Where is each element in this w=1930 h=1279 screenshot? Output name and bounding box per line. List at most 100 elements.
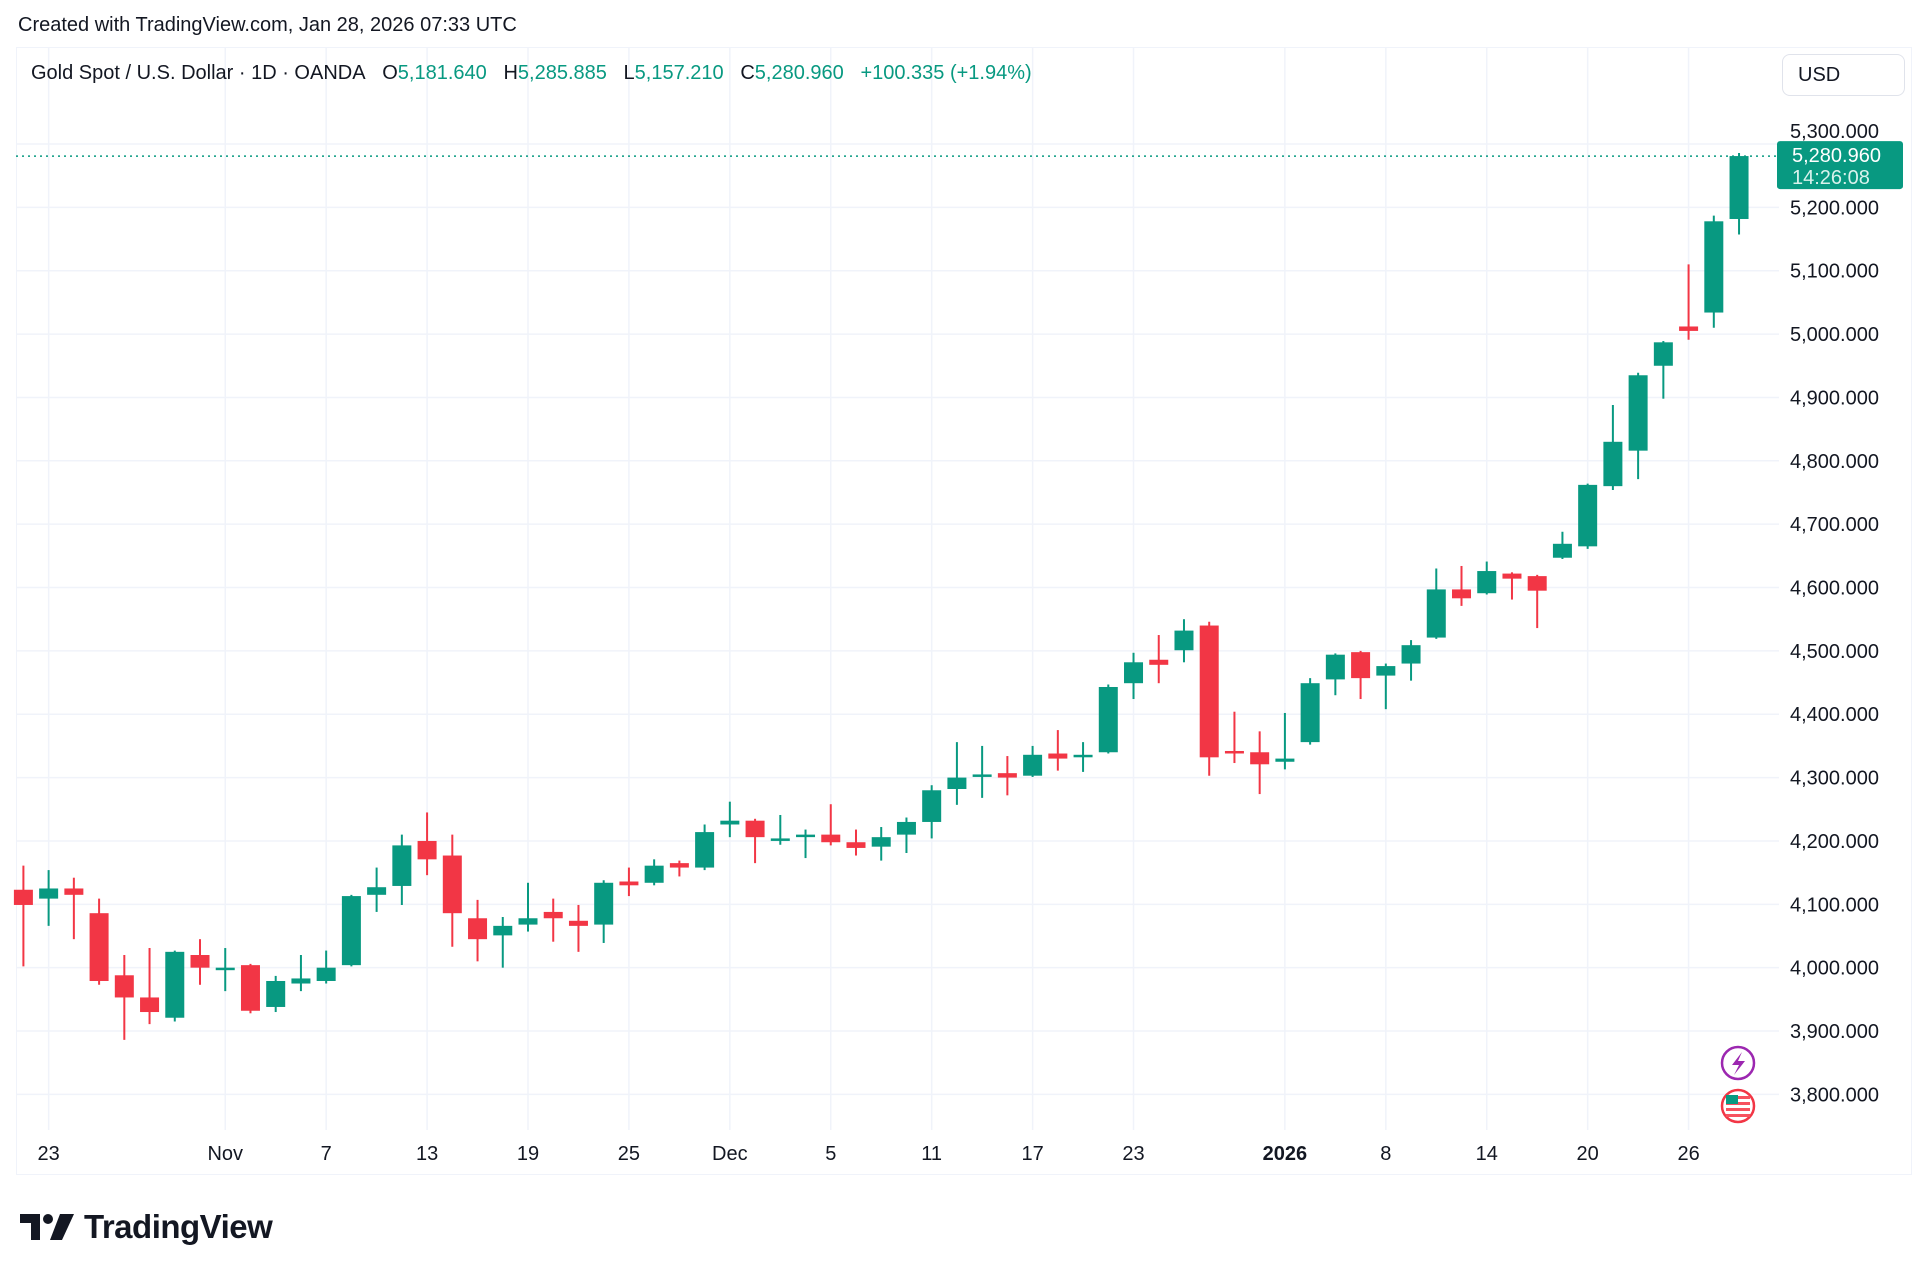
candle-body (594, 882, 614, 925)
grid (16, 48, 1779, 1130)
candle-body (947, 777, 967, 790)
candle (1250, 731, 1270, 795)
tradingview-logo[interactable]: TradingView (20, 1208, 273, 1246)
candle-body (140, 997, 160, 1013)
high-value: 5,285.885 (517, 62, 607, 84)
candle (1275, 712, 1295, 770)
candle (493, 916, 513, 968)
candle-body (367, 887, 387, 895)
price-tick-label: 5,200.000 (1790, 197, 1879, 219)
candle (1023, 745, 1043, 777)
price-tick-label: 5,100.000 (1790, 261, 1879, 283)
candle-body (619, 881, 639, 886)
time-tick-label: 19 (517, 1143, 539, 1165)
candle-body (896, 821, 916, 835)
candle (291, 955, 311, 992)
candle (367, 867, 387, 912)
candle (1048, 730, 1068, 771)
time-tick-label: 5 (825, 1143, 836, 1165)
candle (140, 948, 160, 1025)
time-tick-label: Nov (207, 1143, 243, 1165)
candle-body (64, 888, 84, 895)
price-tick-label: 4,600.000 (1790, 578, 1879, 600)
candle-body (1527, 576, 1547, 591)
candle (165, 950, 185, 1022)
bar-countdown: 14:26:08 (1792, 167, 1870, 189)
price-tick-label: 4,100.000 (1790, 894, 1879, 916)
time-tick-label: 8 (1380, 1143, 1391, 1165)
candle (13, 865, 33, 967)
candle-body (165, 951, 185, 1018)
candle-body (644, 865, 664, 883)
candle-body (1679, 326, 1699, 331)
flag-stripe (1726, 1108, 1750, 1111)
candle-body (468, 918, 488, 940)
chart-frame (16, 47, 1912, 1175)
time-tick-label: 23 (38, 1143, 60, 1165)
candle (1073, 742, 1093, 772)
candle-body (1098, 686, 1118, 753)
price-tick-label: 4,300.000 (1790, 768, 1879, 790)
created-with-watermark: Created with TradingView.com, Jan 28, 20… (18, 14, 517, 36)
candle-body (1653, 342, 1673, 366)
candle-body (266, 980, 286, 1007)
candle-body (1729, 156, 1749, 219)
candle (1502, 572, 1522, 600)
close-value: 5,280.960 (754, 62, 844, 84)
candle-body (972, 774, 992, 777)
low-value: 5,157.210 (634, 62, 724, 84)
currency-button[interactable]: USD (1782, 54, 1905, 96)
candle (770, 814, 790, 845)
price-tick-label: 5,300.000 (1790, 121, 1879, 143)
candle-body (1578, 484, 1598, 547)
candle (1224, 711, 1244, 764)
candle-body (1023, 754, 1043, 776)
time-tick-label: 11 (921, 1143, 942, 1165)
candle-body (392, 845, 412, 886)
candle (972, 745, 992, 798)
flag-icon-circle (1720, 1088, 1756, 1124)
us-flag-icon[interactable] (1720, 1088, 1756, 1124)
time-tick-label: 17 (1021, 1143, 1043, 1165)
candle-body (518, 918, 538, 925)
candle (1174, 619, 1194, 663)
candle-body (341, 896, 361, 966)
candle (240, 963, 260, 1014)
candle-body (39, 888, 59, 899)
candle (1325, 653, 1345, 696)
candle (1477, 561, 1497, 595)
price-tick-label: 3,900.000 (1790, 1021, 1879, 1043)
time-tick-label: 23 (1122, 1143, 1144, 1165)
time-tick-label: 14 (1476, 1143, 1498, 1165)
time-tick-label: 7 (321, 1143, 332, 1165)
candle-body (291, 978, 311, 984)
candle (821, 804, 841, 846)
candle (871, 827, 891, 861)
candle-body (442, 855, 462, 914)
lightning-icon-bolt (1732, 1052, 1745, 1075)
change-value: +100.335 (+1.94%) (860, 62, 1032, 84)
candle-body (846, 842, 866, 848)
flag-canton (1726, 1095, 1738, 1104)
candle-body (997, 773, 1017, 778)
time-tick-label: 25 (618, 1143, 640, 1165)
candle (947, 742, 967, 805)
price-tick-label: 4,200.000 (1790, 831, 1879, 853)
candle-body (1124, 662, 1144, 684)
candle (89, 898, 109, 985)
lightning-icon[interactable] (1720, 1045, 1756, 1081)
candle (1578, 483, 1598, 549)
candle-body (1325, 654, 1345, 680)
candle (316, 950, 336, 984)
candle (215, 948, 235, 992)
candle (1376, 663, 1396, 710)
candle-body (1477, 571, 1497, 594)
candle-body (417, 840, 437, 860)
high-label: H (503, 62, 518, 84)
candle (543, 898, 563, 942)
price-axis: 3,800.000 3,900.000 4,000.000 4,100.000 4,20… (1790, 121, 1879, 1106)
candle-body (1275, 758, 1295, 762)
candle (266, 975, 286, 1013)
candle-body (1628, 375, 1648, 451)
